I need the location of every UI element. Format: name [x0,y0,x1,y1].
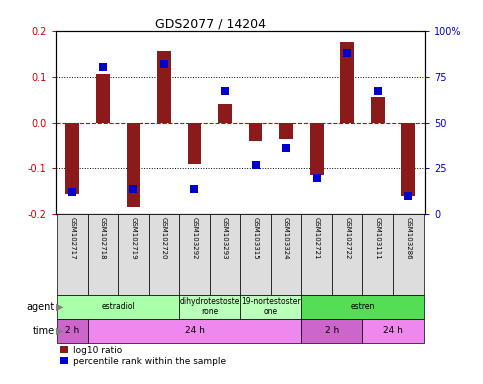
Point [129,185,137,192]
Bar [149,214,179,295]
Text: GSM103111: GSM103111 [375,217,381,260]
Bar [241,295,301,319]
Point [69,189,76,195]
Bar [271,214,301,295]
Bar [301,214,332,295]
Bar [393,214,424,295]
Bar [362,319,424,343]
Bar [57,319,87,343]
Point [343,50,351,56]
Text: GSM102720: GSM102720 [161,217,167,259]
Bar [179,295,241,319]
Bar [218,104,232,122]
Bar [187,122,201,164]
Point [374,88,382,94]
Point [282,145,290,151]
Legend: log10 ratio, percentile rank within the sample: log10 ratio, percentile rank within the … [60,346,226,366]
Text: 19-nortestoster
one: 19-nortestoster one [241,297,300,316]
Bar [332,214,362,295]
Bar [87,214,118,295]
Bar [96,74,110,122]
Text: 24 h: 24 h [383,326,403,335]
Text: time: time [33,326,55,336]
Point [404,193,412,199]
Text: GSM102722: GSM102722 [344,217,350,259]
Text: GSM102719: GSM102719 [130,217,136,259]
Bar [249,122,262,141]
Text: 2 h: 2 h [325,326,339,335]
Bar [401,122,415,196]
Title: GDS2077 / 14204: GDS2077 / 14204 [155,18,266,31]
Bar [57,214,87,295]
Bar [118,214,149,295]
Text: GSM103293: GSM103293 [222,217,228,259]
Text: GSM103286: GSM103286 [405,217,411,259]
Bar [157,51,171,122]
Bar [57,295,179,319]
Point [221,88,229,94]
Point [99,65,107,71]
Bar [87,319,301,343]
Bar [341,42,354,122]
Bar [241,214,271,295]
Text: GSM103315: GSM103315 [253,217,258,259]
Point [313,175,321,181]
Text: agent: agent [27,302,55,312]
Text: ▶: ▶ [57,326,64,336]
Point [160,61,168,67]
Bar [310,122,324,175]
Bar [66,122,79,194]
Text: dihydrotestoste
rone: dihydrotestoste rone [180,297,240,316]
Text: estren: estren [350,302,375,311]
Bar [362,214,393,295]
Bar [279,122,293,139]
Bar [371,97,384,122]
Text: GSM102717: GSM102717 [70,217,75,259]
Text: 2 h: 2 h [65,326,80,335]
Text: 24 h: 24 h [185,326,204,335]
Text: GSM102721: GSM102721 [313,217,320,259]
Bar [301,295,424,319]
Text: ▶: ▶ [57,302,64,312]
Text: GSM102718: GSM102718 [100,217,106,259]
Bar [127,122,140,207]
Point [252,162,259,168]
Bar [210,214,241,295]
Bar [301,319,362,343]
Text: estradiol: estradiol [101,302,135,311]
Text: GSM103324: GSM103324 [283,217,289,259]
Text: GSM103292: GSM103292 [191,217,198,259]
Point [191,185,199,192]
Bar [179,214,210,295]
